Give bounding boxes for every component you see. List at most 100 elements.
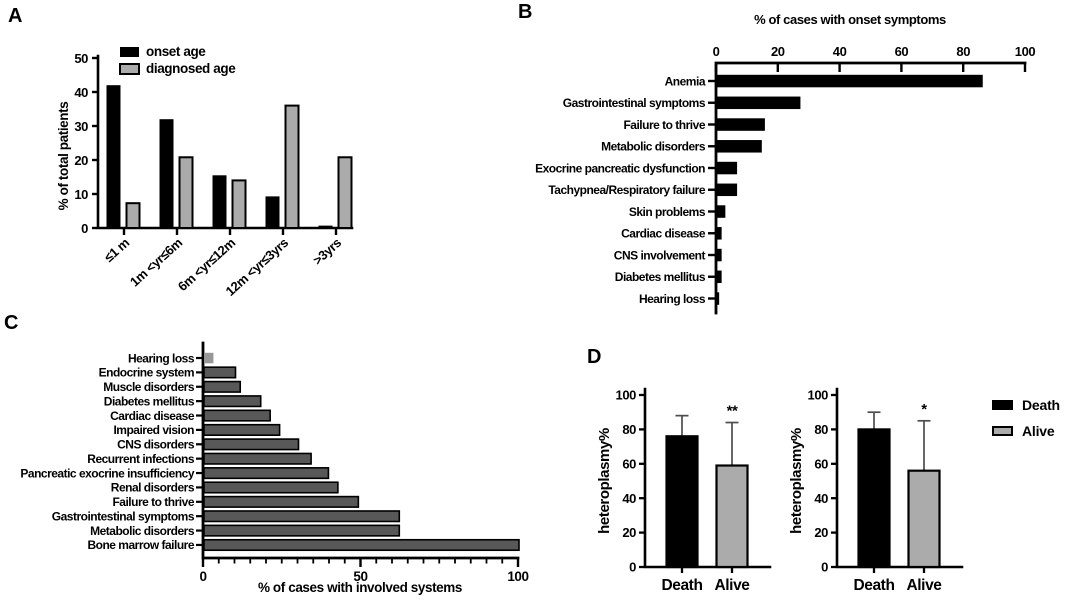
x-category-label: Alive	[906, 577, 942, 594]
legend-d-alive-label: Alive	[1022, 423, 1055, 439]
bar	[717, 248, 722, 262]
bar-alive	[715, 464, 749, 569]
category-label: Metabolic disorders	[601, 140, 706, 154]
y-tick-label: 20	[622, 525, 636, 540]
bar	[717, 270, 722, 284]
y-tick-label: 0	[81, 221, 88, 236]
bar	[203, 452, 312, 465]
bar	[203, 366, 237, 379]
y-tick-label: 60	[622, 456, 636, 471]
death-swatch-icon	[992, 400, 1013, 410]
category-label: Impaired vision	[113, 423, 194, 437]
category-label: Exocrine pancreatic dysfunction	[535, 161, 705, 175]
category-label: Metabolic disorders	[90, 524, 195, 538]
bar	[204, 352, 214, 364]
axes	[643, 387, 772, 569]
y-axis-label: heteroplasmy%	[788, 428, 805, 534]
error-bar-chart-svg: 0 20 40 60 80 100 heteroplasmy% Death Alive *	[788, 387, 964, 594]
category-label: Hearing loss	[128, 351, 195, 365]
bar-diagnosed-age	[231, 179, 247, 229]
panel-label-b: B	[518, 1, 533, 23]
x-tick-label: 100	[507, 569, 528, 584]
bar-onset-age	[212, 175, 227, 228]
chart-b-onset-symptoms: 0 20 40 60 80 100 Anemia Gastrointestinal sympt…	[505, 30, 1065, 330]
y-tick-label: 0	[821, 560, 828, 575]
legend-d-death-label: Death	[1022, 397, 1060, 413]
chart-b-title: % of cases with onset symptoms	[754, 12, 946, 27]
bar	[717, 161, 738, 175]
bar	[717, 118, 765, 131]
x-category-label: Alive	[714, 577, 750, 594]
bar-diagnosed-age	[125, 202, 141, 229]
y-tick-label: 10	[74, 187, 88, 202]
bar-diagnosed-age	[337, 156, 353, 229]
panel-label-d: D	[587, 346, 602, 368]
category-label: Cardiac disease	[621, 227, 706, 241]
bar-onset-age	[318, 225, 333, 228]
category-label: Failure to thrive	[623, 118, 705, 132]
category-label: Diabetes mellitus	[104, 394, 195, 408]
chart-c-xaxis-label: % of cases with involved systems	[257, 580, 463, 595]
bar-diagnosed-age	[284, 104, 300, 229]
y-tick-label: 20	[74, 153, 88, 168]
x-category-label: Death	[853, 577, 894, 594]
y-tick-label: 0	[629, 560, 636, 575]
category-label: Anemia	[665, 74, 706, 88]
axes	[201, 341, 520, 560]
panel-label-a: A	[8, 5, 23, 27]
alive-swatch-icon	[992, 426, 1013, 436]
category-label: Pancreatic exocrine insufficiency	[20, 466, 194, 480]
y-axis-label: heteroplasmy%	[596, 428, 613, 534]
bar	[203, 423, 281, 436]
category-label: Skin problems	[629, 205, 706, 219]
significance-marker: **	[727, 403, 738, 420]
y-tick-label: 60	[814, 456, 828, 471]
legend-d-item-alive: Alive	[992, 423, 1060, 439]
category-label: Hearing loss	[639, 292, 706, 306]
bar	[203, 538, 520, 552]
chart-d-left-heteroplasmy: 0 20 40 60 80 100 heteroplasmy% Death Alive **	[596, 378, 782, 607]
bar	[717, 183, 738, 197]
category-label: Bone marrow failure	[87, 538, 194, 552]
bar-onset-age	[159, 119, 174, 228]
bar	[203, 495, 360, 508]
bar-death	[665, 435, 699, 569]
bar-onset-age	[265, 196, 280, 228]
bar	[717, 205, 726, 218]
x-tick-label: 0	[713, 44, 720, 59]
bar-onset-age	[106, 85, 121, 228]
category-label: Renal disorders	[111, 481, 195, 495]
x-tick-label: 50	[353, 569, 367, 584]
y-tick-label: 40	[74, 85, 88, 100]
horizontal-bar-chart-svg: 0 20 40 60 80 100 Anemia Gastrointestinal sympt…	[535, 44, 1036, 315]
category-label: Failure to thrive	[112, 495, 194, 509]
bar	[203, 467, 330, 480]
bar	[717, 227, 722, 240]
category-label: Muscle disorders	[103, 380, 195, 394]
bar	[203, 380, 242, 393]
bar-diagnosed-age	[178, 156, 194, 229]
bar	[717, 74, 983, 88]
chart-a-onset-vs-diagnosed-age: 0 10 20 30 40 50% of total patients ≤1 m 1m <yr…	[55, 30, 405, 315]
category-label: Cardiac disease	[110, 409, 195, 423]
panel-label-c: C	[4, 312, 19, 334]
legend-diagnosed-label: diagnosed age	[146, 61, 236, 76]
bar-death	[857, 428, 891, 569]
y-tick-label: 50	[74, 51, 88, 66]
category-label: Endocrine system	[99, 366, 194, 380]
x-tick-label: 0	[199, 569, 206, 584]
y-axis-label: % of total patients	[56, 102, 71, 211]
bar	[717, 292, 720, 305]
category-label: Gastrointestinal symptoms	[52, 509, 195, 523]
y-tick-label: 100	[808, 388, 829, 403]
category-label: Gastrointestinal symptoms	[563, 96, 706, 110]
bar	[717, 140, 762, 153]
chart-d-right-heteroplasmy: 0 20 40 60 80 100 heteroplasmy% Death Alive *	[788, 378, 974, 607]
significance-marker: *	[921, 401, 927, 418]
y-tick-label: 80	[814, 422, 828, 437]
legend-onset-swatch-icon	[120, 47, 139, 57]
bar	[203, 438, 300, 451]
axes	[835, 387, 964, 569]
